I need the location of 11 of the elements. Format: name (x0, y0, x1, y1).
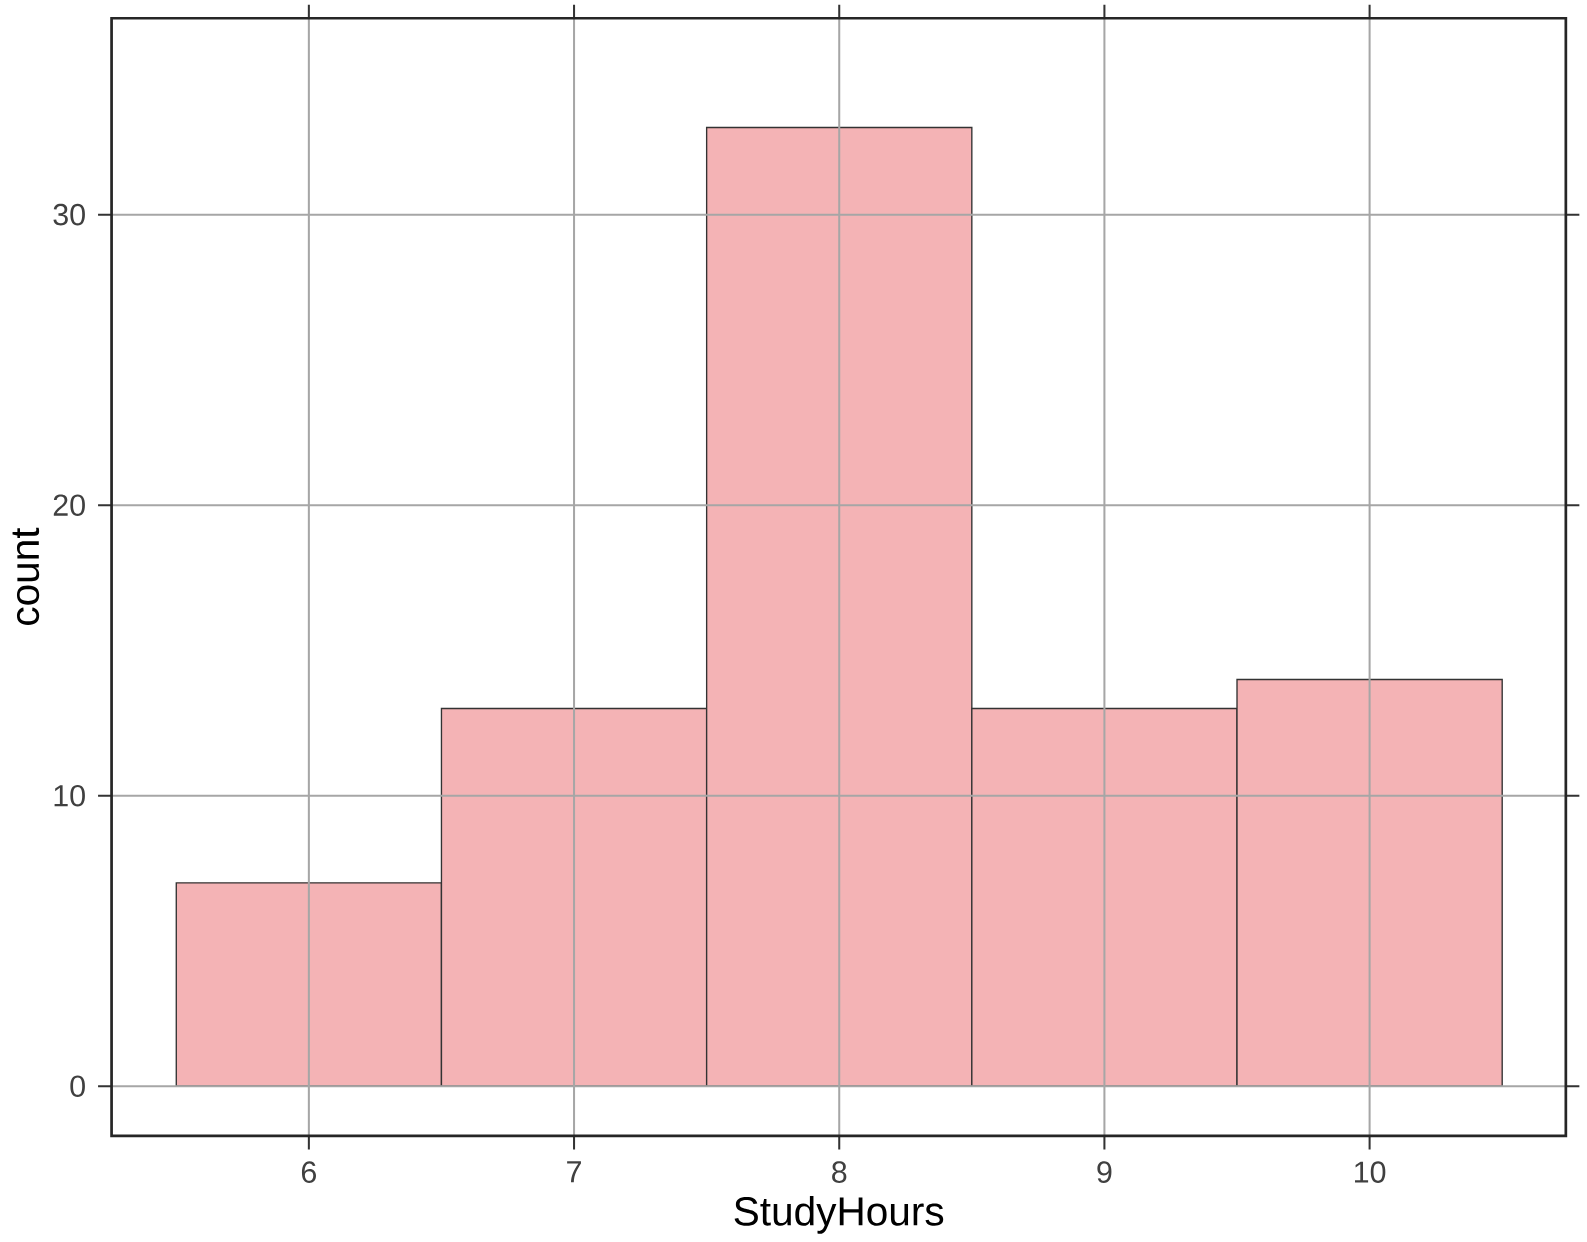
y-axis-title: count (12, 527, 40, 626)
x-tick-label: 9 (1097, 1161, 1112, 1184)
x-tick-label: 7 (567, 1161, 581, 1183)
x-tick-label: 10 (1355, 1161, 1386, 1184)
y-tick-label: 30 (53, 204, 85, 226)
y-tick-label: 10 (54, 785, 85, 807)
x-tick-label: 6 (301, 1161, 316, 1184)
y-tick-label: 0 (70, 1075, 85, 1098)
x-tick-label: 8 (832, 1161, 847, 1184)
y-tick-label: 20 (53, 494, 85, 517)
x-axis-title: StudyHours (734, 1196, 944, 1234)
